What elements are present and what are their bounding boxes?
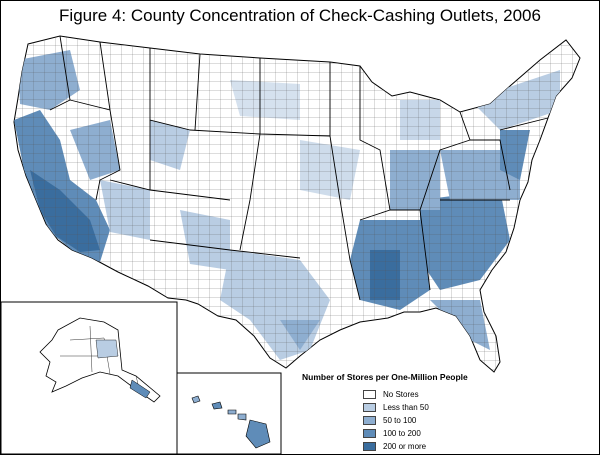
alaska-counties xyxy=(60,325,141,393)
legend-item: 200 or more xyxy=(363,440,510,453)
legend-rows: No Stores Less than 50 50 to 100 100 to 200… xyxy=(300,388,510,453)
alaska-region-shaded xyxy=(95,339,119,359)
legend-swatch xyxy=(363,403,376,412)
legend-title: Number of Stores per One-Million People xyxy=(302,372,468,382)
alaska-panhandle-shaded xyxy=(129,379,151,399)
legend-swatch xyxy=(363,442,376,451)
legend-swatch xyxy=(363,416,376,425)
hawaii-islands xyxy=(191,395,271,449)
legend-item: 100 to 200 xyxy=(363,427,510,440)
legend-label: 100 to 200 xyxy=(383,429,421,438)
legend-swatch xyxy=(363,429,376,438)
legend-label: Less than 50 xyxy=(383,403,429,412)
legend-item: 50 to 100 xyxy=(363,414,510,427)
legend-swatch xyxy=(363,390,376,399)
alaska-landmass xyxy=(39,317,161,403)
legend-label: 200 or more xyxy=(383,442,427,451)
legend-item: Less than 50 xyxy=(363,401,510,414)
legend-item: No Stores xyxy=(363,388,510,401)
state-boundaries xyxy=(49,35,549,301)
legend: Number of Stores per One-Million People … xyxy=(300,372,510,453)
legend-label: No Stores xyxy=(383,390,419,399)
legend-label: 50 to 100 xyxy=(383,416,417,425)
figure-title: Figure 4: County Concentration of Check-… xyxy=(59,6,541,25)
